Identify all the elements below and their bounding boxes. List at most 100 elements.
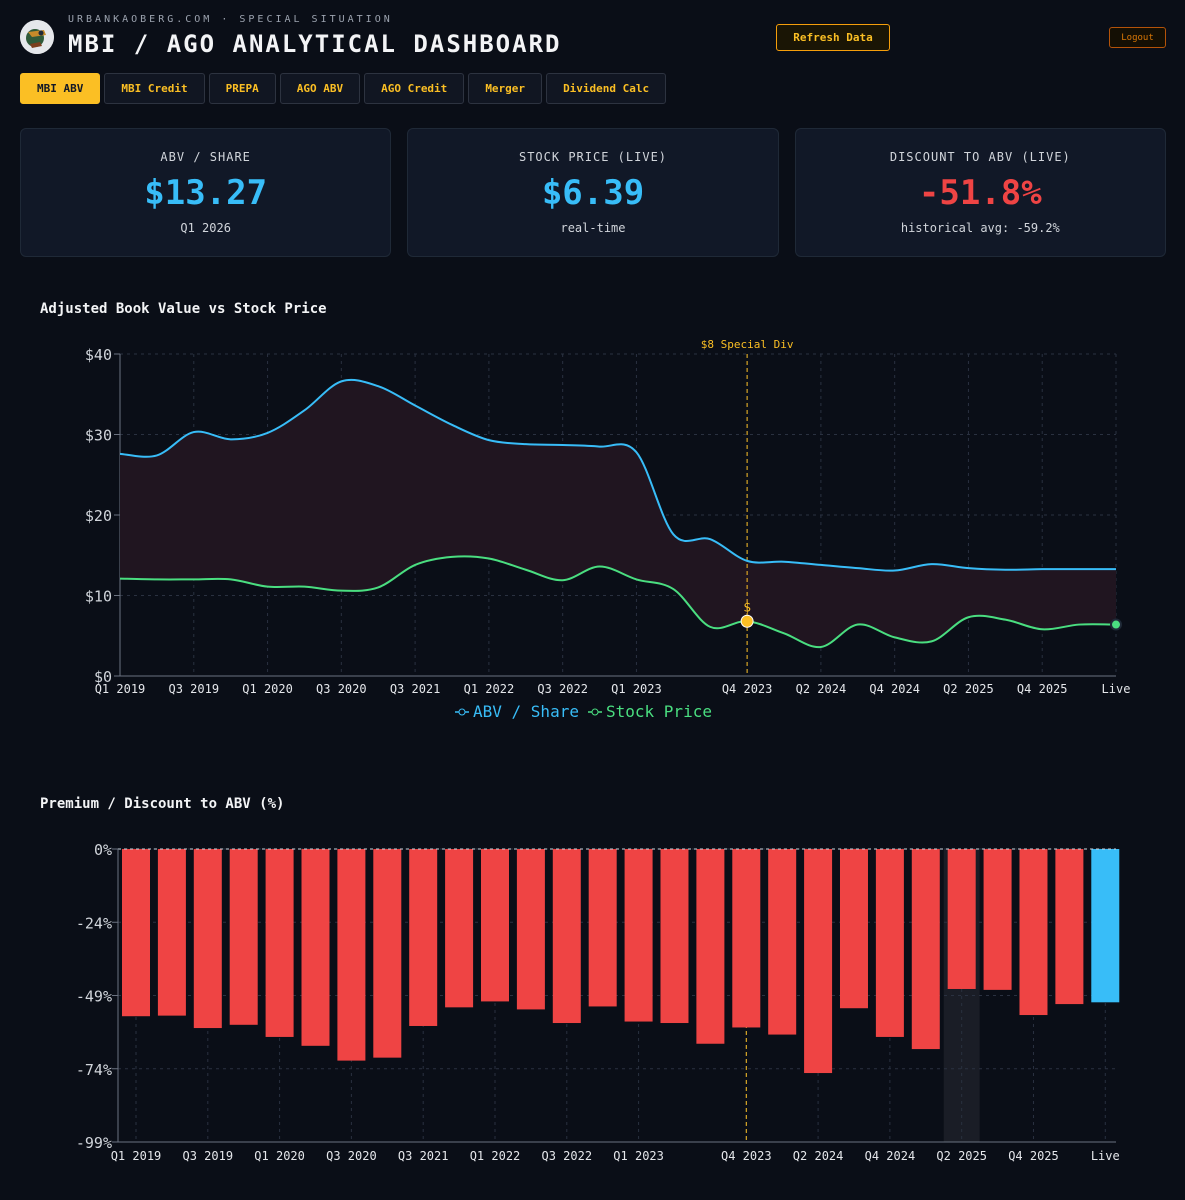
card-sub: real-time bbox=[560, 221, 626, 235]
x-tick-label: Q1 2019 bbox=[95, 682, 146, 696]
x-tick-label: Q1 2022 bbox=[464, 682, 515, 696]
bar-q2-2023 bbox=[660, 849, 689, 1024]
x-tick-label: Q3 2022 bbox=[542, 1149, 593, 1163]
y-tick-label: -99% bbox=[76, 1134, 112, 1152]
x-tick-label: Q3 2021 bbox=[390, 682, 441, 696]
bar-q4-2023 bbox=[732, 849, 761, 1028]
tab-mbi-abv[interactable]: MBI ABV bbox=[20, 73, 101, 104]
legend-abv-label: ABV / Share bbox=[473, 702, 579, 721]
x-tick-label: Q1 2023 bbox=[611, 682, 662, 696]
bar-q3-2022 bbox=[552, 849, 581, 1024]
card-label: ABV / SHARE bbox=[160, 150, 251, 164]
y-tick-label: $30 bbox=[85, 427, 112, 445]
x-tick-label: Q3 2019 bbox=[183, 1149, 234, 1163]
y-tick-label: $10 bbox=[85, 588, 112, 606]
price-series-line bbox=[119, 555, 1117, 649]
x-tick-label: Q1 2020 bbox=[254, 1149, 305, 1163]
x-tick-label: Q2 2024 bbox=[796, 682, 847, 696]
bar-q3-2020 bbox=[337, 849, 366, 1061]
bar-q4-2020 bbox=[373, 849, 402, 1058]
card-sub: Q1 2026 bbox=[180, 221, 231, 235]
logout-button[interactable]: Logout bbox=[1109, 27, 1166, 48]
bar-q1-2026 bbox=[1055, 849, 1084, 1005]
bar-q3-2021 bbox=[409, 849, 438, 1026]
discount-bar-chart: 0% -24% -49% -74% -99%Q1 2019 Q3 2019 Q1 2020 Q… bbox=[76, 841, 1120, 1163]
site-subtitle: URBANKAOBERG.COM · SPECIAL SITUATION bbox=[68, 14, 393, 25]
x-tick-label: Live bbox=[1102, 682, 1131, 696]
live-price-point bbox=[1110, 618, 1122, 631]
x-tick-label: Q4 2024 bbox=[869, 682, 920, 696]
x-tick-label: Q3 2022 bbox=[537, 682, 588, 696]
x-tick-label: Q2 2025 bbox=[943, 682, 994, 696]
tab-ago-abv[interactable]: AGO ABV bbox=[279, 73, 361, 104]
x-tick-label: Q3 2020 bbox=[316, 682, 367, 696]
page-title: MBI / AGO ANALYTICAL DASHBOARD bbox=[68, 30, 562, 58]
bar-q3-2023 bbox=[696, 849, 725, 1044]
bar-q3-2025 bbox=[983, 849, 1012, 990]
x-tick-label: Q1 2019 bbox=[111, 1149, 162, 1163]
x-tick-label: Q3 2020 bbox=[326, 1149, 377, 1163]
y-tick-label: $20 bbox=[85, 507, 112, 525]
special-div-point bbox=[740, 614, 754, 628]
tab-ago-credit[interactable]: AGO Credit bbox=[364, 73, 465, 104]
special-div-marker: $ bbox=[743, 600, 751, 615]
bar-q2-2019 bbox=[157, 849, 186, 1016]
bar-q2-2020 bbox=[301, 849, 330, 1046]
bar-q1-2022 bbox=[480, 849, 509, 1002]
card-sub: historical avg: -59.2% bbox=[900, 221, 1060, 235]
legend-price-label: Stock Price bbox=[606, 702, 712, 721]
x-tick-label: Q4 2025 bbox=[1017, 682, 1068, 696]
x-tick-label: Q2 2025 bbox=[936, 1149, 987, 1163]
card-value: $13.27 bbox=[144, 173, 268, 213]
bar-q4-2021 bbox=[445, 849, 474, 1008]
y-tick-label: -49% bbox=[76, 988, 112, 1006]
x-tick-label: Q2 2024 bbox=[793, 1149, 844, 1163]
tab-dividend-calc[interactable]: Dividend Calc bbox=[546, 73, 667, 104]
line-chart-title: Adjusted Book Value vs Stock Price bbox=[40, 301, 327, 317]
x-tick-label: Q4 2023 bbox=[721, 1149, 772, 1163]
site-logo[interactable] bbox=[20, 20, 54, 54]
bar-q1-2023 bbox=[624, 849, 653, 1022]
bar-q4-2025 bbox=[1019, 849, 1048, 1016]
bar-q1-2025 bbox=[911, 849, 940, 1050]
tab-mbi-credit[interactable]: MBI Credit bbox=[104, 73, 205, 104]
bar-live bbox=[1091, 849, 1120, 1003]
y-tick-label: 0% bbox=[94, 841, 112, 859]
stock-price-card: STOCK PRICE (LIVE) $6.39 real-time bbox=[407, 128, 779, 257]
bar-q4-2019 bbox=[229, 849, 258, 1025]
x-tick-label: Q4 2024 bbox=[865, 1149, 916, 1163]
bar-q4-2022 bbox=[588, 849, 617, 1007]
stat-cards: ABV / SHARE $13.27 Q1 2026 STOCK PRICE (… bbox=[20, 128, 1166, 257]
refresh-data-button[interactable]: Refresh Data bbox=[776, 24, 890, 51]
bar-q1-2020 bbox=[265, 849, 294, 1037]
bar-q4-2024 bbox=[875, 849, 904, 1037]
abv-series-line bbox=[119, 378, 1116, 572]
x-tick-label: Q3 2019 bbox=[168, 682, 219, 696]
y-tick-label: -24% bbox=[76, 914, 112, 932]
tab-merger[interactable]: Merger bbox=[468, 73, 543, 104]
x-tick-label: Q1 2023 bbox=[613, 1149, 664, 1163]
y-tick-label: $0 bbox=[94, 668, 112, 686]
bar-q3-2019 bbox=[193, 849, 222, 1029]
legend-price-marker bbox=[591, 708, 599, 716]
bar-q2-2024 bbox=[804, 849, 833, 1074]
card-value: $6.39 bbox=[541, 173, 645, 213]
discount-band bbox=[120, 379, 1116, 648]
card-value: -51.8% bbox=[918, 173, 1042, 213]
bar-q2-2022 bbox=[516, 849, 545, 1010]
special-div-label: $8 Special Div bbox=[701, 338, 794, 351]
x-tick-label: Q3 2021 bbox=[398, 1149, 449, 1163]
legend-abv-marker bbox=[458, 708, 466, 716]
tab-bar: MBI ABV MBI Credit PREPA AGO ABV AGO Credit M… bbox=[20, 73, 667, 104]
card-label: DISCOUNT TO ABV (LIVE) bbox=[889, 150, 1071, 164]
tab-prepa[interactable]: PREPA bbox=[208, 73, 276, 104]
abv-vs-price-chart: $0 $10 $20 $30 $40 Q1 2019 Q3 2019 Q1 2020 Q3 20… bbox=[85, 338, 1131, 721]
x-tick-label: Q4 2023 bbox=[722, 682, 773, 696]
bar-q1-2019 bbox=[122, 849, 151, 1017]
y-tick-label: $40 bbox=[85, 346, 112, 364]
discount-card: DISCOUNT TO ABV (LIVE) -51.8% historical… bbox=[794, 128, 1166, 257]
bar-q1-2024 bbox=[768, 849, 797, 1035]
bar-q3-2024 bbox=[839, 849, 868, 1009]
y-tick-label: -74% bbox=[76, 1061, 112, 1079]
x-tick-label: Q4 2025 bbox=[1008, 1149, 1059, 1163]
